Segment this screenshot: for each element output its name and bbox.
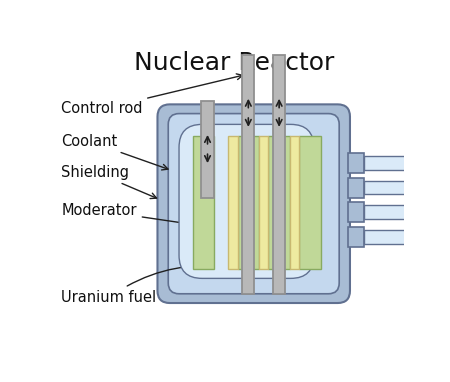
Text: Uranium fuel: Uranium fuel bbox=[61, 264, 226, 305]
FancyBboxPatch shape bbox=[168, 113, 339, 294]
FancyBboxPatch shape bbox=[179, 125, 314, 278]
Bar bbox=[201, 101, 214, 197]
Bar bbox=[364, 181, 406, 194]
Bar bbox=[290, 136, 299, 269]
Bar bbox=[273, 55, 285, 294]
Text: Shielding: Shielding bbox=[61, 165, 157, 199]
Text: Moderator: Moderator bbox=[61, 203, 199, 227]
Text: Control rod: Control rod bbox=[61, 74, 243, 117]
Bar bbox=[268, 136, 290, 269]
FancyBboxPatch shape bbox=[158, 104, 350, 303]
Bar bbox=[193, 136, 215, 269]
Bar bbox=[238, 136, 259, 269]
Text: Coolant: Coolant bbox=[61, 134, 168, 170]
Bar bbox=[348, 153, 364, 173]
Bar bbox=[242, 55, 255, 294]
Bar bbox=[348, 178, 364, 197]
Text: Nuclear Reactor: Nuclear Reactor bbox=[134, 51, 335, 75]
Bar bbox=[348, 227, 364, 247]
Bar bbox=[364, 230, 406, 244]
Bar bbox=[348, 202, 364, 222]
Bar bbox=[364, 205, 406, 219]
Bar bbox=[259, 136, 268, 269]
Bar bbox=[364, 156, 406, 170]
Bar bbox=[228, 136, 238, 269]
Bar bbox=[299, 136, 321, 269]
